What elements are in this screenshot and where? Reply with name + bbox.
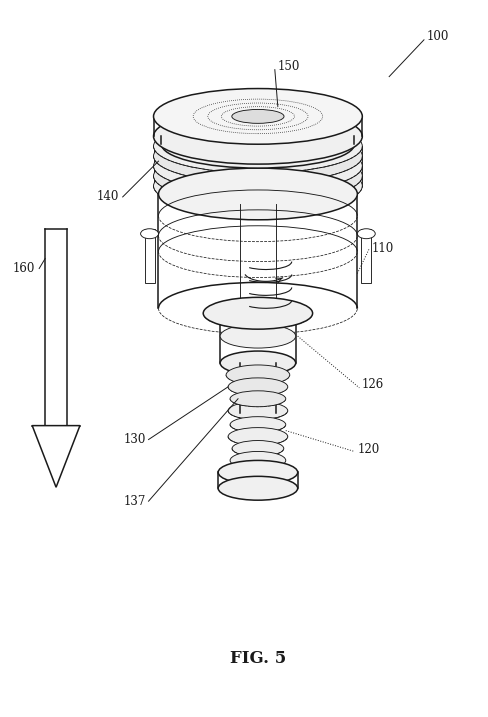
Text: 150: 150: [278, 60, 300, 73]
Ellipse shape: [154, 108, 362, 164]
Ellipse shape: [230, 391, 286, 407]
Text: 137: 137: [123, 495, 145, 508]
Text: FIG. 5: FIG. 5: [230, 650, 286, 667]
Text: 140: 140: [96, 191, 119, 204]
Ellipse shape: [230, 452, 286, 470]
Ellipse shape: [154, 88, 362, 144]
Ellipse shape: [228, 427, 288, 445]
Ellipse shape: [154, 139, 362, 193]
Ellipse shape: [357, 229, 375, 239]
Text: 100: 100: [427, 30, 449, 43]
Polygon shape: [32, 426, 80, 488]
Text: 126: 126: [361, 379, 384, 391]
Ellipse shape: [218, 460, 298, 484]
Ellipse shape: [230, 417, 286, 432]
Ellipse shape: [154, 149, 362, 203]
Text: 120: 120: [357, 443, 380, 456]
Ellipse shape: [226, 365, 290, 385]
Text: 130: 130: [123, 433, 145, 446]
Ellipse shape: [154, 119, 362, 173]
Ellipse shape: [154, 129, 362, 183]
Text: 160: 160: [13, 262, 35, 275]
Ellipse shape: [232, 110, 284, 123]
Ellipse shape: [159, 168, 357, 220]
Polygon shape: [361, 229, 371, 283]
Ellipse shape: [228, 378, 288, 396]
Ellipse shape: [203, 298, 313, 329]
Ellipse shape: [220, 351, 296, 375]
Ellipse shape: [141, 229, 159, 239]
Ellipse shape: [218, 476, 298, 500]
Ellipse shape: [220, 324, 296, 348]
Ellipse shape: [162, 120, 354, 168]
Polygon shape: [144, 229, 155, 283]
Ellipse shape: [228, 402, 288, 419]
Ellipse shape: [232, 440, 284, 457]
Ellipse shape: [154, 159, 362, 213]
Text: 110: 110: [371, 242, 393, 255]
